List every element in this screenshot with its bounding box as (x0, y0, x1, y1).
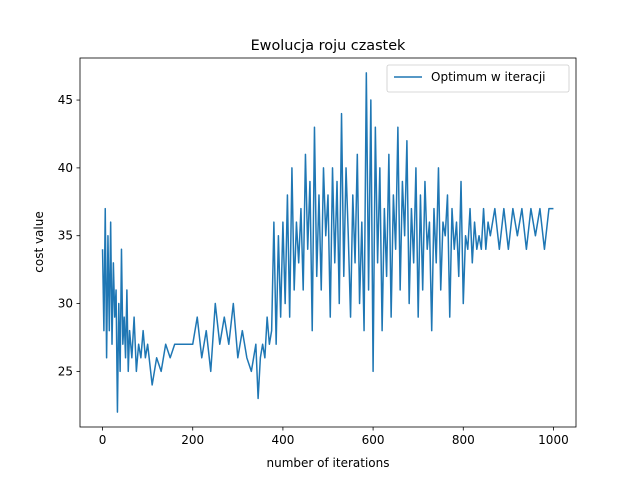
y-tick-label: 40 (58, 161, 73, 175)
y-axis-label: cost value (32, 211, 46, 273)
legend-box (386, 64, 570, 93)
x-axis: 0 200 400 600 800 1000 (99, 427, 569, 447)
y-tick-label: 25 (58, 364, 73, 378)
x-tick-label: 800 (452, 433, 475, 447)
y-tick-label: 35 (58, 229, 73, 243)
x-tick-label: 600 (362, 433, 385, 447)
y-tick-label: 45 (58, 93, 73, 107)
y-axis: 25 30 35 40 45 (58, 93, 80, 378)
legend-entry-label: Optimum w iteracji (431, 70, 546, 84)
x-axis-label: number of iterations (267, 456, 390, 470)
x-tick-label: 0 (99, 433, 107, 447)
plot-area: 0 200 400 600 800 1000 25 30 35 40 45 (58, 57, 577, 447)
legend: Optimum w iteracji (386, 64, 570, 93)
x-tick-label: 400 (271, 433, 294, 447)
y-tick-label: 30 (58, 297, 73, 311)
chart-title: Ewolucja roju czastek (251, 38, 406, 54)
series-line-0 (101, 72, 554, 413)
x-tick-label: 1000 (538, 433, 569, 447)
x-tick-label: 200 (181, 433, 204, 447)
axes-frame (79, 57, 577, 428)
